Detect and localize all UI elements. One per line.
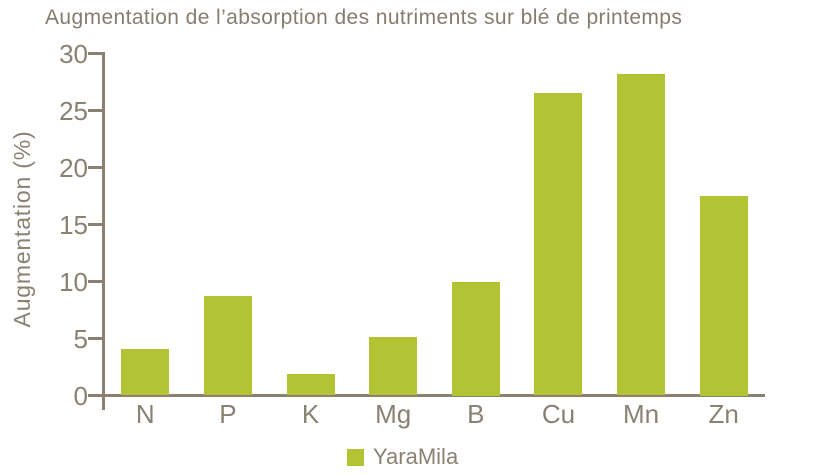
legend-label: YaraMila [373, 444, 459, 469]
y-tick-label-30: 30 [59, 38, 88, 69]
y-tick-20 [88, 166, 104, 169]
y-axis-line [102, 52, 105, 410]
x-label-N: N [135, 399, 155, 429]
bar-P [203, 296, 252, 396]
legend-swatch [347, 448, 364, 466]
y-tick-30 [88, 52, 104, 55]
y-tick-0 [88, 394, 104, 397]
y-tick-label-15: 15 [59, 209, 88, 240]
bar-K [286, 373, 335, 396]
y-tick-label-10: 10 [59, 266, 88, 297]
y-tick-10 [88, 280, 104, 283]
x-label-Zn: Zn [708, 399, 739, 429]
x-label-K: K [301, 399, 320, 429]
x-label-P: P [219, 399, 237, 429]
y-tick-label-0: 0 [73, 380, 88, 411]
legend: YaraMila [347, 444, 459, 469]
y-tick-25 [88, 109, 104, 112]
y-tick-5 [88, 337, 104, 340]
chart-title: Augmentation de l’absorption des nutrime… [45, 6, 683, 29]
bar-B [451, 281, 500, 396]
y-tick-label-25: 25 [59, 95, 88, 126]
y-tick-15 [88, 223, 104, 226]
y-tick-label-20: 20 [59, 152, 88, 183]
x-label-Mg: Mg [375, 399, 412, 429]
x-label-B: B [467, 399, 485, 429]
x-axis-line [88, 394, 765, 397]
bar-Mn [617, 74, 666, 396]
bar-Mg [369, 337, 418, 396]
bar-N [121, 348, 170, 396]
bar-Cu [534, 93, 583, 396]
x-label-Cu: Cu [541, 399, 576, 429]
y-tick-label-5: 5 [73, 323, 88, 354]
x-label-Mn: Mn [623, 399, 660, 429]
bar-Zn [699, 196, 748, 396]
